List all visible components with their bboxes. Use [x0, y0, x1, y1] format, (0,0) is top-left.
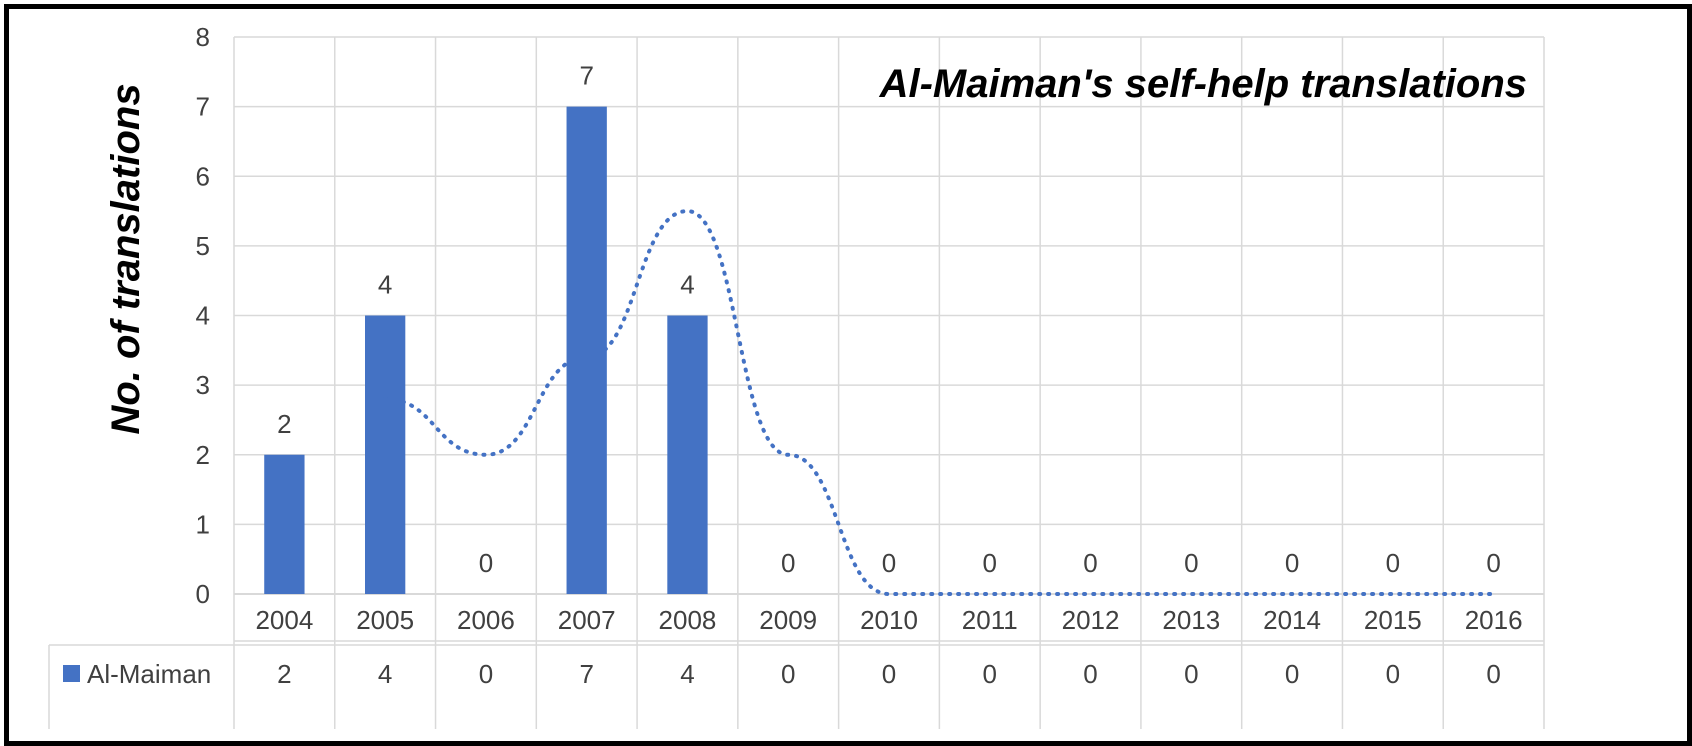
table-cell: 7	[579, 659, 593, 689]
x-tick-label: 2014	[1263, 605, 1321, 635]
x-tick-label: 2004	[255, 605, 313, 635]
y-tick-label: 1	[196, 509, 210, 539]
table-cell: 0	[1386, 659, 1400, 689]
x-tick-label: 2006	[457, 605, 515, 635]
bar	[264, 454, 305, 594]
y-tick-label: 6	[196, 161, 210, 191]
table-cell: 2	[277, 659, 291, 689]
bar	[365, 315, 406, 594]
x-tick-label: 2011	[962, 605, 1018, 635]
data-label: 7	[579, 61, 593, 91]
y-axis-title: No. of translations	[104, 83, 148, 434]
data-label: 0	[1184, 548, 1198, 578]
x-tick-label: 2012	[1062, 605, 1120, 635]
data-label: 0	[1083, 548, 1097, 578]
legend-swatch	[63, 665, 80, 682]
legend-label: Al-Maiman	[87, 659, 211, 689]
table-cell: 0	[1285, 659, 1299, 689]
table-cell: 0	[1486, 659, 1500, 689]
table-cell: 0	[479, 659, 493, 689]
y-tick-label: 7	[196, 92, 210, 122]
x-tick-label: 2008	[659, 605, 717, 635]
x-tick-label: 2007	[558, 605, 616, 635]
trendline	[383, 209, 1496, 596]
table-cell: 0	[1184, 659, 1198, 689]
x-tick-label: 2016	[1465, 605, 1523, 635]
labels-layer: 0 1 2 3 4 5 6 7 8 2 4 0 7 4 0 0 0 0 0 0 0 0	[196, 22, 1501, 609]
data-label: 0	[1386, 548, 1400, 578]
table-layer: 2004 2005 2006 2007 2008 2009 2010 2011 2012 2013…	[63, 605, 1523, 689]
data-label: 0	[1285, 548, 1299, 578]
table-cell: 4	[680, 659, 694, 689]
y-tick-label: 3	[196, 370, 210, 400]
x-tick-label: 2009	[759, 605, 817, 635]
bar	[667, 315, 708, 594]
bar	[566, 106, 607, 594]
table-cell: 0	[882, 659, 896, 689]
y-tick-label: 8	[196, 22, 210, 52]
data-label: 4	[378, 270, 392, 300]
y-tick-label: 4	[196, 301, 210, 331]
data-label: 0	[882, 548, 896, 578]
table-cell: 0	[781, 659, 795, 689]
x-tick-label: 2013	[1162, 605, 1220, 635]
table-cell: 4	[378, 659, 392, 689]
data-label: 0	[781, 548, 795, 578]
data-label: 0	[479, 548, 493, 578]
bars-layer	[264, 106, 708, 594]
y-tick-label: 5	[196, 231, 210, 261]
grid-layer	[48, 36, 1545, 729]
data-label: 4	[680, 270, 694, 300]
y-tick-label: 0	[196, 579, 210, 609]
table-cell: 0	[983, 659, 997, 689]
chart-title: Al-Maiman's self-help translations	[879, 62, 1527, 106]
x-tick-label: 2010	[860, 605, 918, 635]
x-tick-label: 2015	[1364, 605, 1422, 635]
y-tick-label: 2	[196, 440, 210, 470]
trend-layer	[383, 209, 1496, 596]
x-tick-label: 2005	[356, 605, 414, 635]
data-label: 0	[983, 548, 997, 578]
data-label: 2	[277, 409, 291, 439]
data-label: 0	[1486, 548, 1500, 578]
table-cell: 0	[1083, 659, 1097, 689]
